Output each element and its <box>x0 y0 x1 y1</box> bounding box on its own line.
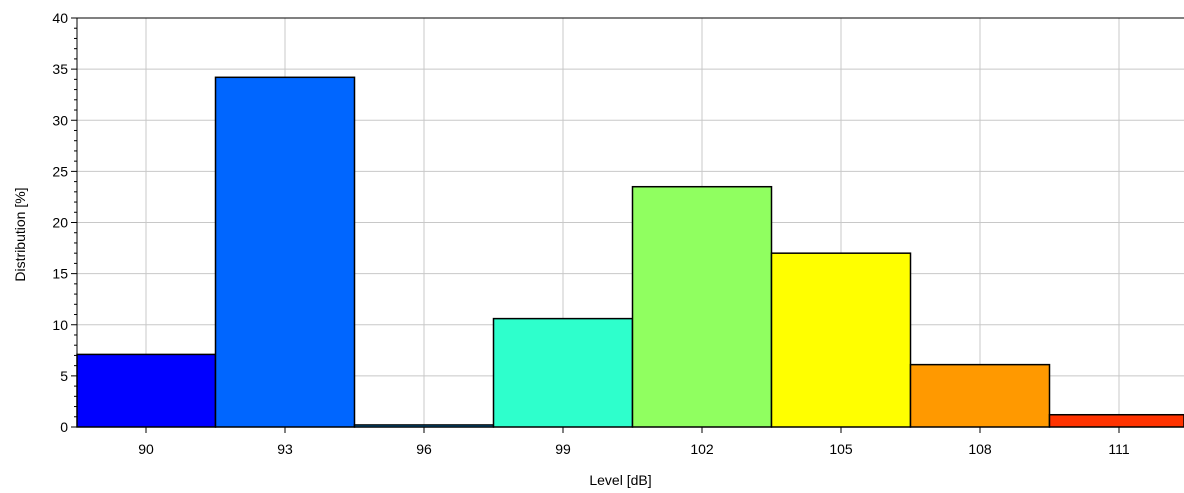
x-axis-title: Level [dB] <box>589 472 651 488</box>
bar-99 <box>492 317 634 428</box>
bar-93 <box>214 76 356 428</box>
bar-111 <box>1048 413 1184 428</box>
bars-group <box>76 76 1184 428</box>
bar-108 <box>909 363 1051 428</box>
y-tick-label: 0 <box>60 419 68 435</box>
x-tick-label: 90 <box>138 441 154 457</box>
y-tick-label: 10 <box>52 317 68 333</box>
bar-90 <box>76 353 217 428</box>
y-tick-label: 20 <box>52 215 68 231</box>
x-tick-label: 105 <box>829 441 853 457</box>
axes <box>71 17 1184 433</box>
y-tick-label: 5 <box>60 368 68 384</box>
x-tick-label: 111 <box>1108 441 1129 457</box>
y-tick-label: 30 <box>52 112 68 128</box>
x-tick-label: 93 <box>277 441 293 457</box>
x-tick-label: 96 <box>416 441 432 457</box>
y-tick-label: 40 <box>52 10 68 26</box>
tick-labels: 0 5 10 15 20 25 30 35 40 90 93 96 99 102 105 108 111 <box>52 10 1129 457</box>
x-tick-label: 99 <box>555 441 571 457</box>
x-tick-label: 108 <box>968 441 992 457</box>
y-tick-label: 15 <box>52 266 68 282</box>
y-tick-label: 25 <box>52 163 68 179</box>
y-axis-title: Distribution [%] <box>12 187 28 281</box>
bar-105 <box>770 252 912 428</box>
y-tick-label: 35 <box>52 61 68 77</box>
x-tick-label: 102 <box>690 441 714 457</box>
bar-102 <box>631 185 773 428</box>
